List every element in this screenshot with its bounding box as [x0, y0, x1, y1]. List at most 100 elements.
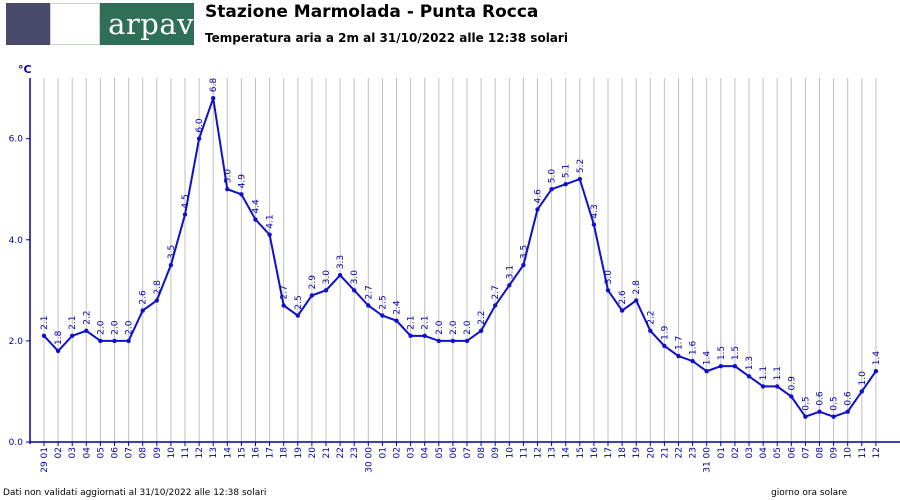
data-label: 3.1: [505, 265, 515, 279]
data-point: [732, 363, 738, 369]
data-point: [478, 328, 484, 333]
data-point: [41, 333, 47, 339]
y-tick-label: 6.0: [9, 135, 24, 145]
data-label: 6.8: [209, 78, 219, 93]
x-tick-label: 09: [491, 447, 501, 459]
x-tick-label: 23: [350, 447, 360, 458]
data-point: [55, 348, 61, 354]
data-point: [154, 298, 159, 303]
x-tick-label: 12: [872, 447, 882, 458]
data-point: [873, 369, 879, 374]
data-label: 2.2: [82, 310, 92, 324]
logo-text: arpav: [100, 3, 194, 45]
data-point: [281, 303, 286, 308]
data-point: [619, 308, 625, 313]
data-point: [352, 288, 357, 293]
x-tick-label: 09: [153, 447, 163, 459]
x-tick-label: 16: [590, 447, 600, 459]
validation-note: Dati non validati aggiornati al 31/10/20…: [3, 488, 267, 498]
x-tick-label: 15: [237, 447, 247, 458]
data-point: [225, 187, 230, 192]
data-label: 3.0: [604, 270, 614, 285]
x-tick-label: 16: [252, 447, 262, 459]
data-point: [718, 363, 723, 369]
data-point: [112, 338, 117, 344]
data-point: [634, 298, 639, 303]
data-point: [436, 338, 441, 344]
x-tick-label: 01: [378, 447, 388, 458]
x-tick-label: 03: [407, 447, 417, 458]
data-label: 5.0: [548, 169, 558, 184]
x-tick-label: 23: [689, 447, 699, 458]
data-label: 2.7: [364, 285, 374, 299]
data-label: 1.5: [717, 346, 727, 360]
data-point: [239, 192, 244, 197]
x-tick-label: 19: [632, 447, 642, 459]
data-label: 2.1: [40, 316, 50, 330]
data-label: 5.2: [576, 159, 586, 173]
x-tick-label: 18: [618, 447, 628, 459]
data-label: 4.1: [266, 214, 276, 228]
data-label: 4.4: [252, 199, 262, 214]
data-label: 2.7: [280, 285, 290, 299]
x-tick-label: 18: [280, 447, 290, 459]
data-label: 2.0: [96, 320, 106, 335]
data-point: [704, 369, 709, 374]
data-point: [577, 176, 582, 182]
x-tick-label: 06: [787, 447, 797, 459]
x-tick-label: 07: [463, 447, 473, 458]
data-label: 2.2: [646, 310, 656, 324]
data-point: [422, 333, 427, 339]
data-label: 3.0: [322, 270, 332, 285]
series-line: [43, 97, 877, 418]
x-tick-label: 17: [604, 447, 614, 458]
data-label: 2.1: [421, 316, 431, 330]
data-label: 4.6: [534, 189, 544, 204]
data-point: [337, 272, 343, 278]
data-point: [662, 343, 667, 349]
data-label: 3.5: [519, 245, 529, 259]
x-tick-label: 14: [562, 447, 572, 459]
data-point: [746, 374, 752, 379]
x-tick-label: 22: [336, 447, 346, 458]
data-label: 1.4: [703, 351, 713, 366]
data-label: 0.6: [816, 391, 826, 406]
data-point: [450, 338, 456, 344]
page-title: Stazione Marmolada - Punta Rocca: [205, 2, 539, 22]
data-label: 0.5: [830, 396, 840, 410]
y-axis-label: °C: [18, 63, 32, 76]
x-tick-label: 11: [858, 447, 868, 458]
x-tick-label: 08: [477, 447, 487, 459]
x-tick-label: 20: [308, 447, 318, 459]
wave-emblem-icon: [50, 3, 101, 45]
data-label: 2.5: [378, 295, 388, 309]
x-tick-label: 04: [759, 447, 769, 459]
x-tick-label: 20: [646, 447, 656, 459]
data-point: [98, 338, 103, 344]
data-point: [323, 288, 329, 293]
data-label: 2.5: [294, 295, 304, 309]
data-label: 4.5: [181, 194, 191, 208]
data-label: 2.2: [477, 310, 487, 324]
x-tick-label: 05: [773, 447, 783, 458]
data-point: [817, 409, 822, 414]
y-tick-label: 0.0: [9, 438, 24, 448]
x-tick-label: 02: [393, 447, 403, 458]
data-point: [309, 293, 315, 298]
data-label: 2.0: [435, 320, 445, 335]
x-tick-label: 15: [576, 447, 586, 458]
data-point: [803, 414, 808, 419]
data-point: [408, 333, 413, 339]
x-tick-label: 12: [195, 447, 205, 458]
x-tick-label: 05: [96, 447, 106, 458]
data-label: 3.3: [336, 255, 346, 269]
data-point: [253, 217, 258, 222]
data-point: [859, 389, 864, 394]
data-label: 1.1: [759, 366, 769, 380]
x-tick-label: 21: [660, 447, 670, 458]
data-point: [690, 358, 695, 364]
x-tick-label: 09: [830, 447, 840, 459]
data-label: 5.1: [562, 164, 572, 178]
x-tick-label: 01: [717, 447, 727, 458]
